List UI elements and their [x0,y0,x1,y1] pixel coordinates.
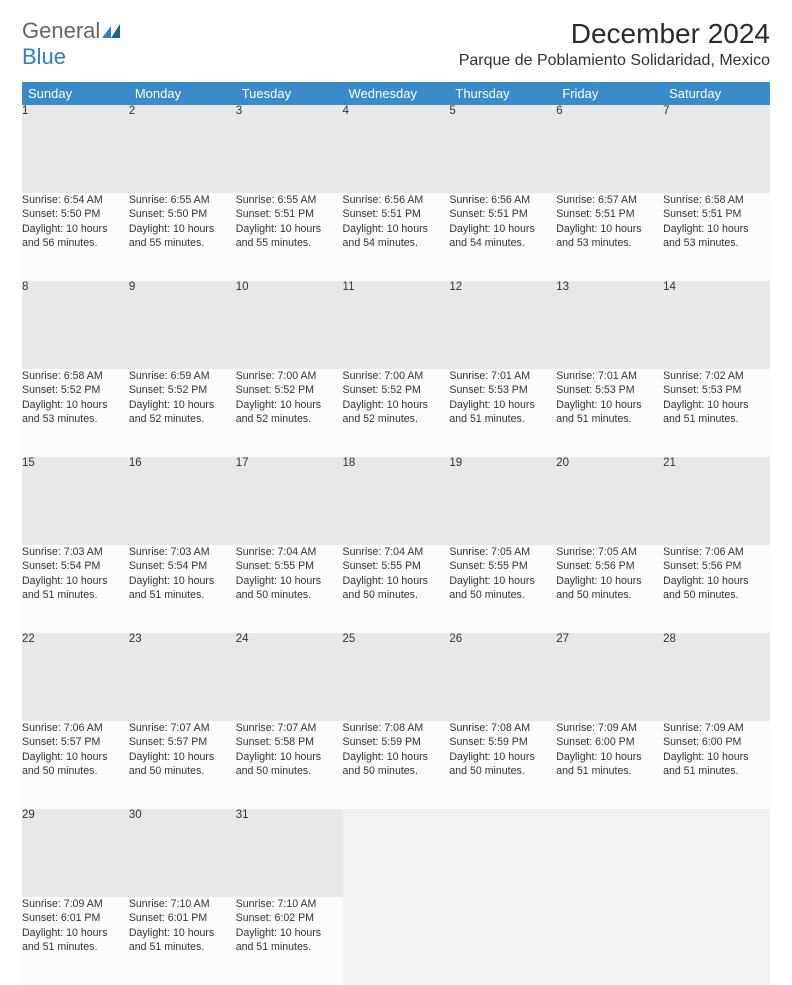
day-body-cell: Sunrise: 7:03 AMSunset: 5:54 PMDaylight:… [22,545,129,633]
day-number-cell: 28 [663,633,770,721]
weekday-header: Sunday [22,82,129,105]
day-number-cell: 21 [663,457,770,545]
logo: General Blue [22,18,120,70]
day-body-cell: Sunrise: 7:02 AMSunset: 5:53 PMDaylight:… [663,369,770,457]
day-number-cell: 12 [449,281,556,369]
day-body-cell [663,897,770,985]
day-body-row: Sunrise: 7:09 AMSunset: 6:01 PMDaylight:… [22,897,770,985]
day-body-cell: Sunrise: 7:08 AMSunset: 5:59 PMDaylight:… [343,721,450,809]
day-number-cell [663,809,770,897]
day-body-cell: Sunrise: 7:08 AMSunset: 5:59 PMDaylight:… [449,721,556,809]
day-body-cell: Sunrise: 6:55 AMSunset: 5:50 PMDaylight:… [129,193,236,281]
day-number-cell: 6 [556,105,663,193]
calendar-table: SundayMondayTuesdayWednesdayThursdayFrid… [22,82,770,985]
day-number-cell: 14 [663,281,770,369]
day-number-cell: 10 [236,281,343,369]
day-number-cell: 9 [129,281,236,369]
day-number-cell: 8 [22,281,129,369]
weekday-header: Thursday [449,82,556,105]
day-body-cell: Sunrise: 6:58 AMSunset: 5:51 PMDaylight:… [663,193,770,281]
day-body-cell: Sunrise: 7:01 AMSunset: 5:53 PMDaylight:… [556,369,663,457]
day-body-cell: Sunrise: 6:54 AMSunset: 5:50 PMDaylight:… [22,193,129,281]
weekday-header: Wednesday [343,82,450,105]
day-number-cell: 15 [22,457,129,545]
day-number-cell: 23 [129,633,236,721]
day-number-row: 891011121314 [22,281,770,369]
day-number-row: 22232425262728 [22,633,770,721]
weekday-header: Friday [556,82,663,105]
day-body-row: Sunrise: 7:03 AMSunset: 5:54 PMDaylight:… [22,545,770,633]
day-body-cell: Sunrise: 7:04 AMSunset: 5:55 PMDaylight:… [343,545,450,633]
day-number-cell: 1 [22,105,129,193]
day-number-cell: 18 [343,457,450,545]
day-body-cell: Sunrise: 7:00 AMSunset: 5:52 PMDaylight:… [343,369,450,457]
day-number-cell: 22 [22,633,129,721]
day-number-cell: 27 [556,633,663,721]
day-number-row: 15161718192021 [22,457,770,545]
day-body-cell: Sunrise: 7:05 AMSunset: 5:56 PMDaylight:… [556,545,663,633]
day-body-cell: Sunrise: 6:59 AMSunset: 5:52 PMDaylight:… [129,369,236,457]
location-text: Parque de Poblamiento Solidaridad, Mexic… [459,52,770,70]
day-body-cell: Sunrise: 6:56 AMSunset: 5:51 PMDaylight:… [343,193,450,281]
day-number-cell: 13 [556,281,663,369]
logo-text-general: General [22,18,100,43]
day-number-cell: 17 [236,457,343,545]
day-body-cell: Sunrise: 7:07 AMSunset: 5:57 PMDaylight:… [129,721,236,809]
day-number-cell: 16 [129,457,236,545]
day-body-cell: Sunrise: 7:10 AMSunset: 6:02 PMDaylight:… [236,897,343,985]
logo-text-blue: Blue [22,44,66,69]
day-body-cell: Sunrise: 7:06 AMSunset: 5:56 PMDaylight:… [663,545,770,633]
day-body-cell: Sunrise: 6:56 AMSunset: 5:51 PMDaylight:… [449,193,556,281]
day-body-cell: Sunrise: 6:55 AMSunset: 5:51 PMDaylight:… [236,193,343,281]
day-number-cell: 5 [449,105,556,193]
day-number-row: 1234567 [22,105,770,193]
day-number-cell: 19 [449,457,556,545]
day-number-cell: 30 [129,809,236,897]
day-number-row: 293031 [22,809,770,897]
day-body-row: Sunrise: 7:06 AMSunset: 5:57 PMDaylight:… [22,721,770,809]
day-number-cell [343,809,450,897]
day-number-cell: 2 [129,105,236,193]
day-number-cell [449,809,556,897]
day-body-cell [449,897,556,985]
header: General Blue December 2024 Parque de Pob… [22,18,770,70]
day-number-cell: 25 [343,633,450,721]
calendar-header-row: SundayMondayTuesdayWednesdayThursdayFrid… [22,82,770,105]
day-body-cell: Sunrise: 6:57 AMSunset: 5:51 PMDaylight:… [556,193,663,281]
logo-mark-icon [102,18,120,44]
day-number-cell: 26 [449,633,556,721]
day-body-cell [343,897,450,985]
day-body-cell: Sunrise: 7:01 AMSunset: 5:53 PMDaylight:… [449,369,556,457]
day-number-cell: 31 [236,809,343,897]
day-body-cell: Sunrise: 7:09 AMSunset: 6:00 PMDaylight:… [663,721,770,809]
day-body-cell: Sunrise: 7:05 AMSunset: 5:55 PMDaylight:… [449,545,556,633]
day-number-cell: 20 [556,457,663,545]
day-body-cell: Sunrise: 7:00 AMSunset: 5:52 PMDaylight:… [236,369,343,457]
day-body-cell: Sunrise: 7:09 AMSunset: 6:01 PMDaylight:… [22,897,129,985]
day-body-cell [556,897,663,985]
day-body-row: Sunrise: 6:54 AMSunset: 5:50 PMDaylight:… [22,193,770,281]
day-body-cell: Sunrise: 7:10 AMSunset: 6:01 PMDaylight:… [129,897,236,985]
day-number-cell: 7 [663,105,770,193]
day-body-cell: Sunrise: 7:07 AMSunset: 5:58 PMDaylight:… [236,721,343,809]
day-body-cell: Sunrise: 7:04 AMSunset: 5:55 PMDaylight:… [236,545,343,633]
day-body-cell: Sunrise: 7:09 AMSunset: 6:00 PMDaylight:… [556,721,663,809]
day-body-cell: Sunrise: 6:58 AMSunset: 5:52 PMDaylight:… [22,369,129,457]
day-number-cell: 11 [343,281,450,369]
day-body-cell: Sunrise: 7:06 AMSunset: 5:57 PMDaylight:… [22,721,129,809]
day-body-row: Sunrise: 6:58 AMSunset: 5:52 PMDaylight:… [22,369,770,457]
title-block: December 2024 Parque de Poblamiento Soli… [459,18,770,70]
page-title: December 2024 [459,18,770,50]
weekday-header: Monday [129,82,236,105]
day-number-cell [556,809,663,897]
day-number-cell: 3 [236,105,343,193]
day-number-cell: 4 [343,105,450,193]
day-number-cell: 29 [22,809,129,897]
weekday-header: Tuesday [236,82,343,105]
day-number-cell: 24 [236,633,343,721]
day-body-cell: Sunrise: 7:03 AMSunset: 5:54 PMDaylight:… [129,545,236,633]
weekday-header: Saturday [663,82,770,105]
